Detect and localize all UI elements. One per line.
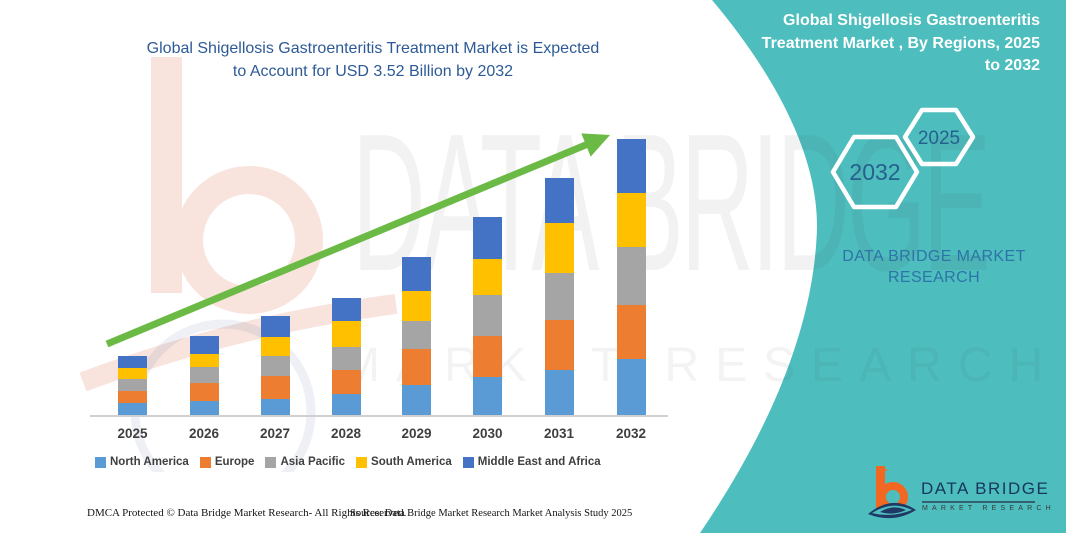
bar-segment xyxy=(402,385,431,416)
x-axis-label: 2031 xyxy=(543,426,575,441)
footer-dmca: DMCA Protected © Data Bridge Market Rese… xyxy=(87,507,407,519)
hexagon-years: 2032 2025 xyxy=(830,107,976,210)
bar-segment xyxy=(189,401,219,416)
bar-segment xyxy=(402,349,431,386)
bar-segment xyxy=(331,347,361,371)
legend-label: Asia Pacific xyxy=(280,456,346,468)
chart-title-line1: Global Shigellosis Gastroenteritis Treat… xyxy=(146,40,600,57)
legend-swatch xyxy=(199,456,211,468)
bar-segment xyxy=(118,356,147,368)
bar-segment xyxy=(189,353,219,368)
panel-title: Global Shigellosis Gastroenteritis Treat… xyxy=(710,10,1040,78)
brand-text-line1: DATA BRIDGE MARKET xyxy=(842,248,1026,265)
bar-segment xyxy=(544,273,574,320)
databridge-logo-icon xyxy=(868,466,916,519)
bar-segment xyxy=(260,337,290,357)
bar-segment xyxy=(616,247,646,305)
legend-swatch xyxy=(462,456,474,468)
bar-segment xyxy=(473,259,502,296)
legend-label: Europe xyxy=(214,456,255,468)
hexagon-2025-label: 2025 xyxy=(918,128,960,149)
legend-item: South America xyxy=(356,456,452,468)
databridge-logo-divider xyxy=(922,501,1035,503)
bar-segment xyxy=(473,376,502,416)
bar-segment xyxy=(473,335,502,377)
bar-segment xyxy=(473,217,502,260)
bar-segment xyxy=(260,398,290,416)
bar-segment xyxy=(189,335,219,354)
bar-segment xyxy=(616,192,646,248)
brand-text-line2: RESEARCH xyxy=(887,269,981,286)
chart-title: Global Shigellosis Gastroenteritis Treat… xyxy=(85,38,661,83)
databridge-logo-subtitle: MARKET RESEARCH xyxy=(922,505,1055,512)
bar-segment xyxy=(402,320,431,349)
legend-label: North America xyxy=(110,456,189,468)
legend-label: South America xyxy=(371,456,452,468)
legend-swatch xyxy=(95,456,106,468)
legend-item: North America xyxy=(95,456,189,468)
bar-segment xyxy=(118,390,147,403)
x-axis-label: 2030 xyxy=(472,426,503,441)
bar-segment xyxy=(616,304,646,360)
x-axis-label: 2027 xyxy=(259,426,291,441)
legend-item: Middle East and Africa xyxy=(462,456,601,468)
panel-title-line1: Global Shigellosis Gastroenteritis xyxy=(783,12,1040,29)
legend: North America Europe Asia Pacific South Ame… xyxy=(95,456,601,468)
hexagon-2025 xyxy=(902,107,976,167)
bar-segment xyxy=(331,321,361,348)
panel-title-line3: to 2032 xyxy=(984,57,1040,74)
bar-segment xyxy=(544,222,574,274)
bar-segment xyxy=(544,319,574,370)
legend-swatch xyxy=(356,456,368,468)
bar-segment xyxy=(331,297,361,322)
bar-segment xyxy=(616,359,646,416)
x-axis-label: 2025 xyxy=(117,426,148,441)
legend-item: Asia Pacific xyxy=(265,456,345,468)
footer-source: Source: Data Bridge Market Research Mark… xyxy=(350,508,633,519)
bar-segment xyxy=(331,370,361,394)
bar-segment xyxy=(473,295,502,336)
brand-text: DATA BRIDGE MARKET RESEARCH xyxy=(828,246,1040,288)
bar-segment xyxy=(118,378,147,391)
legend-label: Middle East and Africa xyxy=(477,456,601,468)
x-axis-label: 2028 xyxy=(330,426,362,441)
hexagon-2032 xyxy=(830,134,920,210)
chart-title-line2: to Account for USD 3.52 Billion by 2032 xyxy=(232,62,514,80)
bar-segment xyxy=(260,356,290,376)
panel-title-line2: Treatment Market , By Regions, 2025 xyxy=(761,34,1040,52)
bar-segment xyxy=(544,178,574,223)
bar-segment xyxy=(402,291,431,321)
hexagon-2032-label: 2032 xyxy=(849,159,900,185)
databridge-logo-title: DATA BRIDGE xyxy=(921,479,1050,498)
bar-segment xyxy=(260,315,290,338)
bar-segment xyxy=(189,367,219,383)
bar-segment xyxy=(260,375,290,399)
bar-segment xyxy=(616,138,646,193)
x-axis-label: 2026 xyxy=(188,426,220,441)
x-axis-line xyxy=(90,415,668,417)
bar-segment xyxy=(118,367,147,379)
bar-segment xyxy=(189,382,219,401)
bar-segment xyxy=(118,402,147,416)
bar-segment xyxy=(402,256,431,292)
legend-item: Europe xyxy=(199,456,255,468)
legend-swatch xyxy=(265,456,277,468)
bar-segment xyxy=(331,393,361,416)
x-axis-label: 2032 xyxy=(615,426,647,441)
teal-shape xyxy=(700,0,1066,533)
bar-segment xyxy=(544,369,574,416)
x-axis-label: 2029 xyxy=(401,426,432,441)
